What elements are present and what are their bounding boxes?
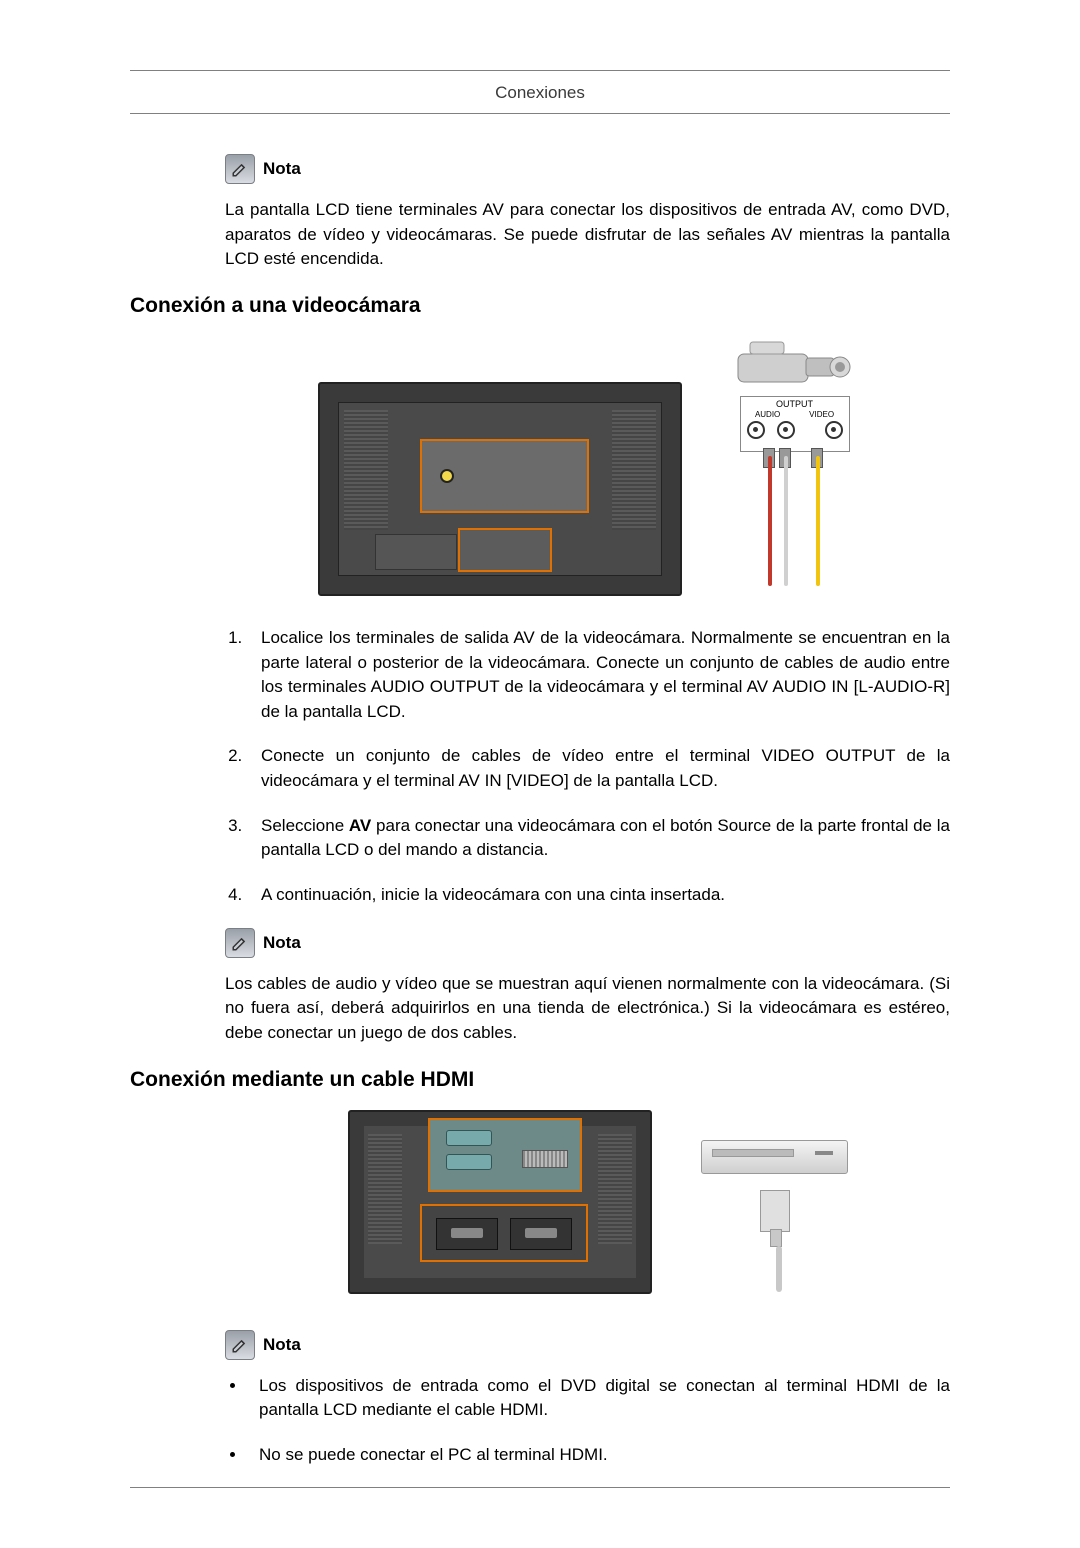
camcorder-icon: [728, 336, 858, 391]
step-1: Localice los terminales de salida AV de …: [247, 626, 950, 725]
output-label: OUTPUT: [741, 399, 849, 409]
lcd-back-panel-hdmi: [348, 1110, 652, 1294]
content-area: Nota La pantalla LCD tiene terminales AV…: [130, 114, 950, 1468]
step3-av-bold: AV: [349, 816, 371, 835]
section-heading-camcorder: Conexión a una videocámara: [130, 294, 950, 318]
footer-rule-wrap: [130, 1487, 950, 1488]
note1-text: La pantalla LCD tiene terminales AV para…: [225, 198, 950, 272]
av-audio-panel-highlight: [458, 528, 552, 572]
dvd-player-icon: [701, 1140, 848, 1174]
pc-panel-highlight: [428, 1118, 582, 1192]
note-block: Nota: [225, 154, 950, 184]
camcorder-output-box: OUTPUT AUDIO VIDEO: [740, 396, 850, 452]
step3-pre: Seleccione: [261, 816, 349, 835]
video-label: VIDEO: [809, 410, 834, 419]
hdmi-cable-icon: [776, 1246, 782, 1292]
bottom-rule: [130, 1487, 950, 1488]
note-label: Nota: [263, 1335, 301, 1355]
bullet-2: No se puede conectar el PC al terminal H…: [247, 1443, 950, 1468]
note-label: Nota: [263, 159, 301, 179]
step-3: Seleccione AV para conectar una videocám…: [247, 814, 950, 863]
steps-list: Localice los terminales de salida AV de …: [225, 626, 950, 908]
bullet-1: Los dispositivos de entrada como el DVD …: [247, 1374, 950, 1423]
note-label: Nota: [263, 933, 301, 953]
hdmi-panel-highlight: [420, 1204, 588, 1262]
video-jack-icon: [825, 421, 843, 439]
cable-white-icon: [784, 456, 788, 586]
note-block-2: Nota: [225, 928, 950, 958]
pencil-note-icon: [225, 928, 255, 958]
figure-camcorder-connection: OUTPUT AUDIO VIDEO: [225, 336, 950, 596]
cable-red-icon: [768, 456, 772, 586]
lcd-back-panel: [318, 382, 682, 596]
note2-text: Los cables de audio y vídeo que se muest…: [225, 972, 950, 1046]
hdmi-bullet-list: Los dispositivos de entrada como el DVD …: [225, 1374, 950, 1468]
top-rule: [130, 70, 950, 71]
audio-jack-l-icon: [747, 421, 765, 439]
page: Conexiones Nota La pantalla LCD tiene te…: [0, 0, 1080, 1548]
av-in-panel-highlight: [420, 439, 589, 513]
cable-yellow-icon: [816, 456, 820, 586]
pencil-note-icon: [225, 1330, 255, 1360]
step-4: A continuación, inicie la videocámara co…: [247, 883, 950, 908]
page-header-title: Conexiones: [130, 83, 950, 103]
port-row: [375, 534, 457, 570]
section-heading-hdmi: Conexión mediante un cable HDMI: [130, 1068, 950, 1092]
note-block-3: Nota: [225, 1330, 950, 1360]
audio-label: AUDIO: [755, 410, 780, 419]
audio-jack-r-icon: [777, 421, 795, 439]
pencil-note-icon: [225, 154, 255, 184]
step-2: Conecte un conjunto de cables de vídeo e…: [247, 744, 950, 793]
figure-hdmi-connection: [225, 1110, 950, 1300]
hdmi-plug-icon: [760, 1190, 790, 1232]
